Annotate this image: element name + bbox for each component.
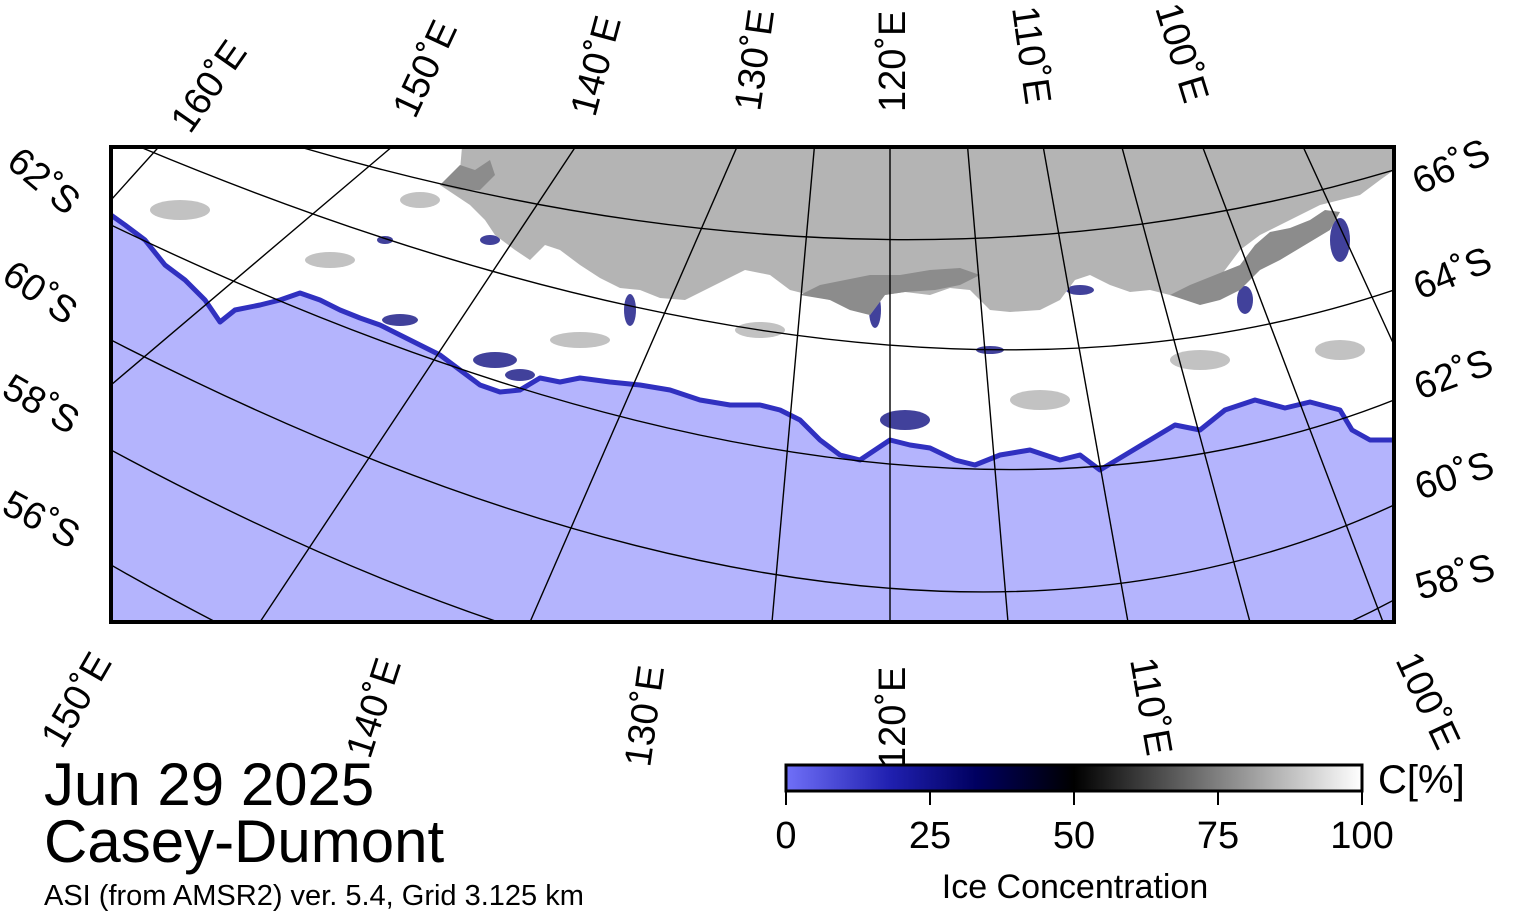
right-lat-label-0: 66˚S	[1406, 131, 1497, 203]
top-lon-label-3: 130˚E	[727, 7, 783, 113]
colorbar-tick-label-75: 75	[1196, 815, 1240, 857]
map-frame	[109, 145, 1396, 624]
colorbar-tick-label-100: 100	[1330, 815, 1394, 857]
right-lat-label-3: 60˚S	[1410, 444, 1499, 509]
bottom-lon-label-0: 150˚E	[33, 646, 120, 755]
map-area	[111, 147, 1394, 622]
top-lon-label-6: 100˚E	[1146, 0, 1216, 108]
ice-edge-line	[111, 212, 1394, 473]
right-lat-label-4: 58˚S	[1411, 546, 1500, 609]
colorbar	[784, 763, 1364, 805]
top-lon-label-4: 120˚E	[872, 11, 914, 112]
top-lon-label-2: 140˚E	[563, 12, 630, 121]
right-lat-label-1: 64˚S	[1408, 239, 1498, 308]
colorbar-unit: C[%]	[1378, 758, 1465, 802]
colorbar-tick-label-25: 25	[908, 815, 952, 857]
top-lon-label-5: 110˚E	[1003, 3, 1058, 106]
left-latitude-labels: 62˚S 60˚S 58˚S 56˚S	[0, 140, 88, 558]
colorbar-gradient	[784, 763, 1364, 793]
grey-ice-patches	[150, 192, 1365, 410]
left-lat-label-2: 58˚S	[0, 366, 86, 443]
bottom-lon-label-4: 110˚E	[1121, 654, 1179, 758]
bottom-lon-label-3: 120˚E	[872, 667, 914, 768]
colorbar-tick-label-0: 0	[775, 815, 797, 857]
bottom-lon-label-5: 100˚E	[1387, 646, 1468, 756]
colorbar-ticks	[785, 791, 1363, 805]
bottom-lon-label-2: 130˚E	[617, 663, 673, 769]
meridian-lines	[111, 147, 1394, 622]
right-latitude-labels: 66˚S 64˚S 62˚S 60˚S 58˚S	[1406, 131, 1500, 608]
parallel-lines	[111, 147, 1394, 622]
left-lat-label-3: 56˚S	[0, 483, 86, 558]
top-longitude-labels: 160˚E 150˚E 140˚E 130˚E 120˚E 110˚E 100˚…	[163, 0, 1216, 140]
left-lat-label-1: 60˚S	[0, 253, 85, 333]
top-lon-label-1: 150˚E	[385, 14, 466, 124]
region-name: Casey-Dumont	[44, 808, 445, 875]
left-lat-label-0: 62˚S	[0, 140, 88, 224]
colorbar-title: Ice Concentration	[941, 868, 1209, 906]
bottom-lon-label-1: 140˚E	[339, 653, 410, 762]
map-date: Jun 29 2025	[44, 751, 375, 818]
top-lon-label-0: 160˚E	[163, 33, 256, 140]
data-source-subtitle: ASI (from AMSR2) ver. 5.4, Grid 3.125 km	[44, 880, 584, 912]
right-lat-label-2: 62˚S	[1409, 342, 1499, 409]
colorbar-tick-label-50: 50	[1052, 815, 1096, 857]
